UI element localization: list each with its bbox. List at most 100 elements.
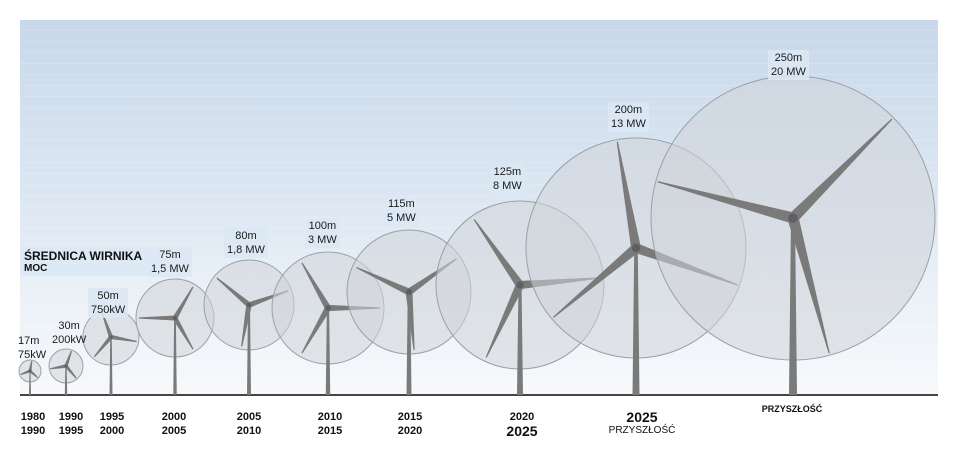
turbine-label-4: 75m 1,5 MW	[148, 247, 192, 277]
year-start: 2015	[397, 411, 423, 423]
turbine-power: 8 MW	[493, 180, 522, 192]
year-start: PRZYSZŁOŚĆ	[761, 404, 823, 414]
hub	[325, 305, 331, 311]
turbine-diameter: 50m	[97, 290, 119, 302]
turbine-power: 75kW	[18, 349, 47, 361]
turbine-diameter: 115m	[388, 198, 415, 210]
year-start: 1990	[58, 411, 84, 423]
legend-subtitle: MOC	[24, 263, 48, 274]
turbine-power: 200kW	[52, 334, 87, 346]
turbine-diameter: 75m	[159, 249, 181, 261]
year-start: 2020	[509, 411, 535, 423]
hub	[631, 243, 641, 253]
turbine-label-5: 80m 1,8 MW	[224, 228, 268, 258]
year-end: 2015	[317, 425, 343, 437]
turbine-label-7: 115m 5 MW	[384, 196, 419, 226]
year-label-2: 1990 1995	[41, 410, 101, 438]
blade	[657, 181, 795, 224]
year-label-7: 2015 2020	[380, 410, 440, 438]
blade	[110, 334, 137, 343]
turbine-diameter: 125m	[493, 166, 522, 178]
year-label-4: 2000 2005	[144, 410, 204, 438]
blade	[172, 286, 194, 320]
year-label-8: 2020 2025	[492, 410, 552, 438]
legend-title: ŚREDNICA WIRNIKA	[24, 249, 143, 263]
year-start: 1980	[20, 411, 46, 423]
turbine-diameter: 80m	[235, 230, 257, 242]
turbine-power: 5 MW	[387, 212, 416, 224]
blade	[473, 219, 524, 288]
turbine-power: 750kW	[91, 304, 126, 316]
tower	[517, 285, 523, 395]
turbine-diameter: 200m	[614, 104, 643, 116]
year-end: PRZYSZŁOŚĆ	[608, 425, 676, 436]
turbine-label-8: 125m 8 MW	[490, 164, 525, 194]
year-end: 1995	[58, 425, 84, 437]
turbine-diameter: 17m	[18, 335, 40, 347]
year-start: 2000	[161, 411, 187, 423]
year-label-9: 2025 PRZYSZŁOŚĆ	[602, 410, 682, 438]
blade	[172, 316, 194, 350]
year-start: 2025	[626, 409, 658, 425]
blade	[20, 369, 31, 375]
hub	[109, 335, 113, 339]
tower	[632, 248, 640, 395]
blade	[241, 304, 252, 347]
blade	[301, 306, 331, 354]
turbine-4	[135, 278, 215, 395]
hub	[246, 302, 252, 308]
tower	[173, 318, 177, 395]
tower	[64, 366, 68, 395]
hub	[788, 213, 798, 223]
blade	[616, 141, 641, 249]
hub	[64, 364, 68, 368]
turbine-10	[650, 75, 936, 395]
year-end: 2020	[397, 425, 423, 437]
year-label-5: 2005 2010	[219, 410, 279, 438]
blade	[29, 369, 39, 378]
year-end: 2000	[99, 425, 125, 437]
blade	[93, 335, 113, 358]
blade	[356, 266, 411, 296]
year-end: 2010	[236, 425, 262, 437]
hub	[172, 315, 178, 321]
legend: ŚREDNICA WIRNIKA MOC	[20, 247, 156, 276]
year-label-1: 1980 1990	[3, 410, 63, 438]
tower	[109, 337, 113, 395]
turbine-diameter: 100m	[308, 220, 337, 232]
tower	[325, 308, 331, 395]
blade	[101, 312, 113, 338]
year-label-3: 1995 2000	[82, 410, 142, 438]
hub	[516, 281, 524, 289]
turbine-power: 13 MW	[611, 118, 646, 130]
blade	[787, 216, 830, 354]
hub	[406, 289, 412, 295]
turbine-label-9: 200m 13 MW	[608, 102, 649, 132]
year-label-6: 2010 2015	[300, 410, 360, 438]
tower	[247, 305, 251, 395]
turbine-diameter: 250m	[774, 52, 803, 64]
blade	[64, 350, 73, 367]
turbine-3	[82, 308, 140, 395]
turbine-label-3: 50m 750kW	[88, 288, 129, 318]
turbine-diameter: 30m	[58, 320, 80, 332]
turbine-power: 1,8 MW	[227, 244, 265, 256]
hub	[28, 369, 32, 373]
blade	[405, 291, 415, 350]
year-end: 2005	[161, 425, 187, 437]
turbine-2	[48, 348, 84, 395]
turbine-power: 1,5 MW	[151, 263, 189, 275]
year-end: 2025	[506, 423, 538, 439]
turbine-label-10: 250m 20 MW	[768, 50, 809, 80]
blade	[301, 262, 331, 310]
blade	[139, 315, 175, 321]
blade	[485, 283, 524, 358]
blade	[64, 364, 77, 379]
tower	[789, 218, 797, 395]
year-label-10: PRZYSZŁOŚĆ	[752, 402, 832, 416]
year-start: 2010	[317, 411, 343, 423]
blade	[50, 364, 67, 370]
turbine-power: 20 MW	[771, 66, 806, 78]
